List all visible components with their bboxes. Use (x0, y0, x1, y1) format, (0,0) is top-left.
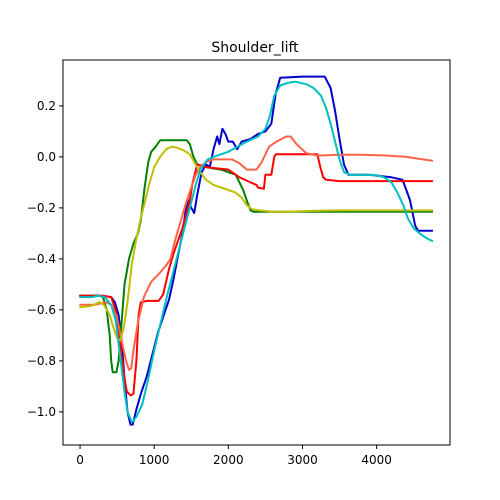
series-layer (79, 75, 434, 426)
y-tick-label: −0.8 (27, 354, 56, 368)
y-tick-label: −0.2 (27, 201, 56, 215)
x-axis-ticks: 0 1000 2000 3000 4000 (76, 445, 392, 467)
x-tick-label: 1000 (139, 453, 170, 467)
chart-title: Shoulder_lift (211, 40, 299, 56)
x-tick-label: 2000 (213, 453, 244, 467)
series-line-2 (79, 139, 434, 374)
y-axis-ticks: −1.0 −0.8 −0.6 −0.4 −0.2 0.0 0.2 (27, 99, 63, 419)
y-tick-label: 0.0 (37, 150, 56, 164)
y-tick-label: −0.4 (27, 252, 56, 266)
y-tick-label: 0.2 (37, 99, 56, 113)
plot-frame (62, 59, 451, 446)
series-line-4 (79, 135, 434, 371)
x-tick-label: 3000 (287, 453, 318, 467)
x-tick-label: 4000 (361, 453, 392, 467)
x-tick-label: 0 (76, 453, 84, 467)
y-tick-label: −0.6 (27, 303, 56, 317)
series-line-6 (79, 80, 434, 424)
y-tick-label: −1.0 (27, 405, 56, 419)
